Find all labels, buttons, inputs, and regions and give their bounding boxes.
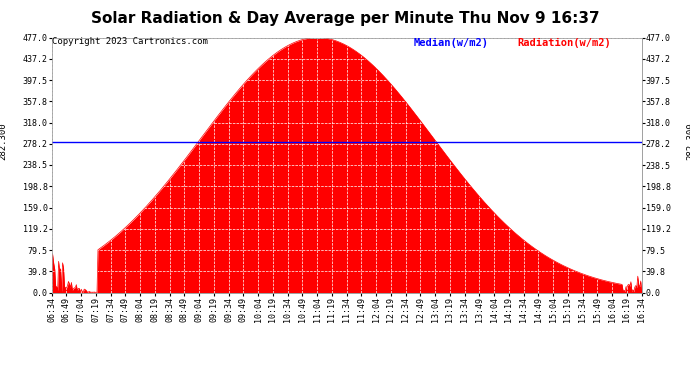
- Text: Copyright 2023 Cartronics.com: Copyright 2023 Cartronics.com: [52, 38, 208, 46]
- Text: Radiation(w/m2): Radiation(w/m2): [518, 38, 611, 48]
- Text: 282.300: 282.300: [686, 123, 690, 160]
- Text: Median(w/m2): Median(w/m2): [414, 38, 489, 48]
- Text: 282.300: 282.300: [0, 123, 8, 160]
- Text: Solar Radiation & Day Average per Minute Thu Nov 9 16:37: Solar Radiation & Day Average per Minute…: [90, 11, 600, 26]
